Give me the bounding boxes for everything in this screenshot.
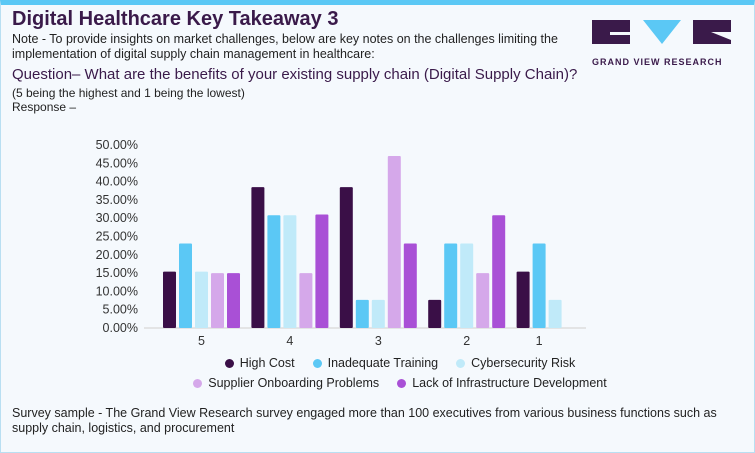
- y-tick-label: 5.00%: [103, 303, 138, 317]
- y-tick-label: 45.00%: [96, 156, 138, 170]
- legend-item: Supplier Onboarding Problems: [193, 376, 379, 390]
- bar: [476, 273, 490, 328]
- bar: [428, 299, 442, 328]
- page-title: Digital Healthcare Key Takeaway 3: [12, 8, 339, 30]
- bar: [195, 271, 208, 328]
- scale-note-text: (5 being the highest and 1 being the low…: [12, 86, 245, 100]
- legend-marker: [397, 378, 407, 388]
- y-tick-label: 40.00%: [96, 175, 138, 189]
- legend-label: High Cost: [239, 356, 295, 370]
- legend-item: Lack of Infrastructure Development: [397, 376, 607, 390]
- legend-item: High Cost: [224, 356, 295, 370]
- legend: High Cost Inadequate Training Cybersecurit…: [150, 356, 650, 396]
- bar-chart: 0.00% 5.00% 10.00% 15.00% 20.00% 25.00% 30.00%…: [96, 138, 586, 348]
- legend-marker: [224, 358, 234, 368]
- bar: [355, 299, 369, 328]
- scale-note: (5 being the highest and 1 being the low…: [12, 86, 245, 114]
- bar: [267, 215, 281, 328]
- bar: [179, 243, 192, 328]
- legend-item: Inadequate Training: [312, 356, 439, 370]
- bar: [492, 215, 506, 328]
- legend-label: Supplier Onboarding Problems: [208, 376, 380, 390]
- note-text: Note - To provide insights on market cha…: [12, 32, 558, 61]
- bar: [163, 271, 176, 328]
- y-tick-label: 20.00%: [96, 248, 138, 262]
- logo-mark: [592, 20, 731, 44]
- legend-marker: [193, 378, 203, 388]
- bar: [283, 215, 297, 328]
- bar: [371, 299, 385, 328]
- y-tick-label: 25.00%: [96, 230, 138, 244]
- legend-marker: [312, 358, 322, 368]
- y-tick-label: 30.00%: [96, 211, 138, 225]
- logo: GRAND VIEW RESEARCH: [592, 20, 732, 67]
- bar: [299, 273, 313, 328]
- legend-row: High Cost Inadequate Training Cybersecurit…: [150, 356, 650, 370]
- y-tick-label: 0.00%: [103, 321, 138, 335]
- question-text: Question– What are the benefits of your …: [12, 66, 578, 83]
- footer-text: Survey sample - The Grand View Research …: [12, 406, 717, 435]
- legend-label: Lack of Infrastructure Development: [412, 376, 607, 390]
- legend-marker: [456, 358, 466, 368]
- bar: [516, 271, 530, 328]
- y-tick-label: 50.00%: [96, 138, 138, 152]
- bar: [227, 273, 240, 328]
- legend-item: Cybersecurity Risk: [456, 356, 575, 370]
- x-tick-label: 5: [198, 334, 205, 348]
- bar: [315, 214, 329, 328]
- x-tick-label: 3: [375, 334, 382, 348]
- legend-label: Inadequate Training: [327, 356, 439, 370]
- bar: [403, 243, 417, 328]
- y-tick-label: 10.00%: [96, 284, 138, 298]
- x-tick-label: 4: [286, 334, 293, 348]
- bar: [460, 243, 474, 328]
- x-tick-label: 1: [536, 334, 543, 348]
- y-tick-label: 35.00%: [96, 193, 138, 207]
- bar: [211, 273, 224, 328]
- bar: [339, 187, 353, 328]
- bar: [387, 155, 401, 328]
- y-tick-label: 15.00%: [96, 266, 138, 280]
- legend-label: Cybersecurity Risk: [471, 356, 576, 370]
- legend-row: Supplier Onboarding Problems Lack of Infr…: [150, 376, 650, 390]
- logo-text: GRAND VIEW RESEARCH: [592, 57, 723, 67]
- x-tick-label: 2: [463, 334, 470, 348]
- bar: [251, 187, 265, 328]
- bar: [548, 299, 562, 328]
- bar: [444, 243, 458, 328]
- response-label: Response –: [12, 100, 77, 114]
- bar: [532, 243, 546, 328]
